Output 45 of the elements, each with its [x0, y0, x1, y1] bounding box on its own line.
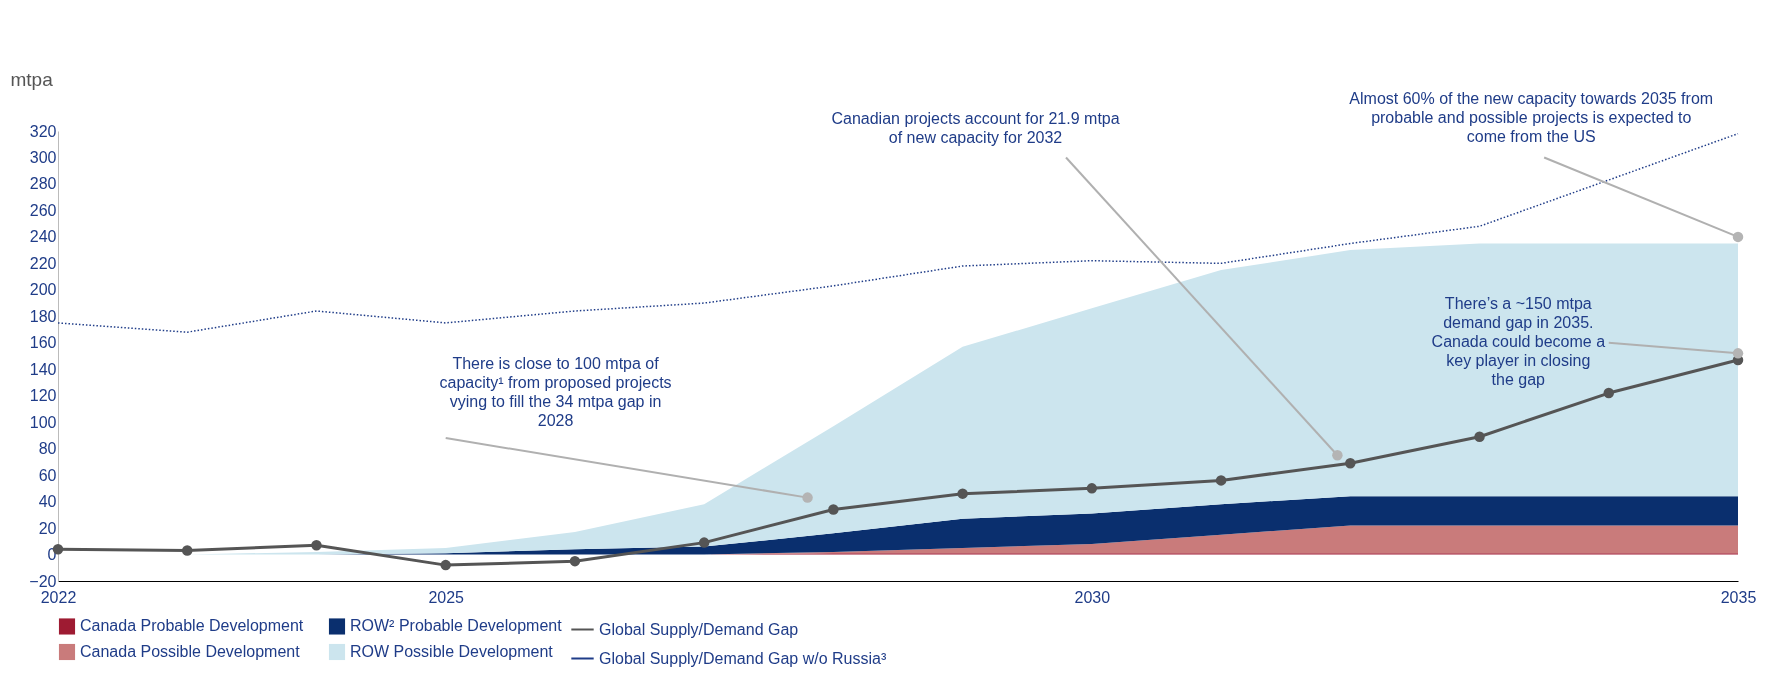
annotation: There is close to 100 mtpa of capacity¹ from proposed projects vying to fill the 34 mtpa gap in 2028 — [439, 355, 672, 429]
y-tick-label: 220 — [29, 254, 57, 272]
legend-label: Canada Possible Development — [80, 643, 301, 660]
y-tick-label: 120 — [29, 387, 57, 405]
y-tick-label: 60 — [38, 466, 57, 484]
y-tick-label: 300 — [29, 148, 57, 166]
legend-label: Global Supply/Demand Gap w/o Russia³ — [599, 649, 887, 667]
point — [1345, 457, 1356, 469]
y-tick-label: 100 — [29, 413, 57, 431]
y-tick-label: 80 — [38, 440, 57, 458]
legend-label: Global Supply/Demand Gap — [599, 620, 799, 638]
y-tick-label: −20 — [29, 572, 57, 590]
legend-label: ROW Possible Development — [350, 643, 554, 660]
point — [1603, 387, 1615, 399]
line-series — [57, 132, 1739, 333]
annotation: Canadian projects account for 21.9 mtpa of new capacity for 2032 — [831, 110, 1120, 147]
legend-label: ROW² Probable Development — [350, 617, 563, 635]
legend-label: Canada Probable Development — [80, 617, 304, 635]
y-axis-title: mtpa — [10, 68, 54, 90]
point — [1215, 475, 1227, 486]
point — [828, 504, 839, 515]
point — [698, 537, 710, 548]
point — [440, 559, 451, 571]
point — [181, 545, 193, 556]
point — [957, 488, 968, 499]
y-tick-label: 160 — [29, 334, 57, 352]
y-tick-label: 140 — [29, 360, 57, 378]
x-tick-label: 2025 — [428, 588, 465, 606]
annotation: There’s a ~150 mtpa demand gap in 2035. Canada could become a key player in closing the gap — [1431, 295, 1606, 389]
y-tick-label: 320 — [29, 122, 57, 140]
x-tick-label: 2035 — [1720, 588, 1757, 606]
point — [311, 540, 322, 551]
y-tick-label: 200 — [29, 281, 57, 299]
annotation: Almost 60% of the new capacity towards 2035 from probable and possible projects is expected to come from the US — [1349, 90, 1714, 146]
point — [569, 555, 581, 567]
point — [1474, 431, 1485, 442]
y-tick-label: 260 — [29, 201, 57, 219]
point — [1086, 483, 1098, 494]
x-tick-label: 2022 — [40, 588, 77, 606]
y-tick-label: 20 — [38, 519, 57, 537]
y-tick-label: 240 — [29, 228, 57, 246]
y-tick-label: 180 — [29, 307, 57, 325]
y-tick-label: 280 — [29, 175, 57, 193]
y-tick-label: 40 — [38, 493, 57, 511]
x-tick-label: 2030 — [1074, 588, 1111, 606]
